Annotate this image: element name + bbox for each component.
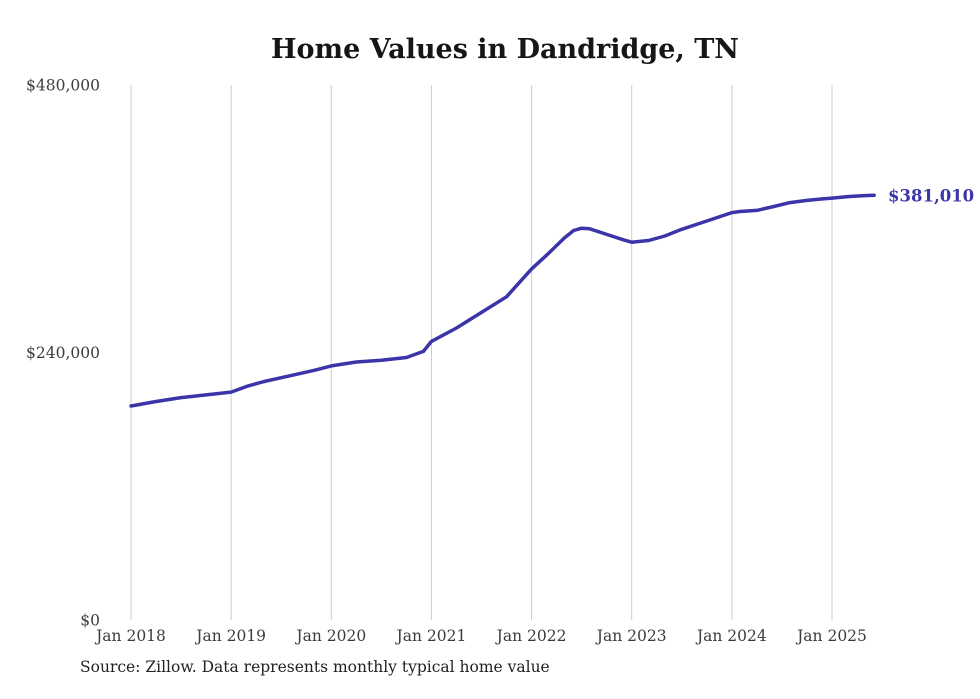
y-tick-label: $240,000 <box>26 344 100 362</box>
x-tick-label: Jan 2020 <box>294 627 366 645</box>
x-tick-label: Jan 2019 <box>194 627 266 645</box>
gridlines <box>130 85 833 620</box>
home-value-series-line <box>129 193 876 408</box>
x-tick-label: Jan 2023 <box>595 627 667 645</box>
y-tick-label: $480,000 <box>26 77 100 95</box>
x-tick-label: Jan 2021 <box>395 627 467 645</box>
latest-value-label: $381,010 <box>888 186 974 205</box>
x-tick-label: Jan 2024 <box>695 627 767 645</box>
chart-title: Home Values in Dandridge, TN <box>271 34 739 65</box>
x-tick-label: Jan 2018 <box>94 627 166 645</box>
y-tick-label: $0 <box>80 612 100 630</box>
x-axis-tick-labels: Jan 2018 Jan 2019 Jan 2020 Jan 2021 Jan 2022… <box>94 627 867 645</box>
x-tick-label: Jan 2025 <box>795 627 867 645</box>
y-axis-tick-labels: $0 $240,000 $480,000 <box>26 77 100 630</box>
source-note: Source: Zillow. Data represents monthly … <box>80 658 550 676</box>
x-tick-label: Jan 2022 <box>495 627 567 645</box>
